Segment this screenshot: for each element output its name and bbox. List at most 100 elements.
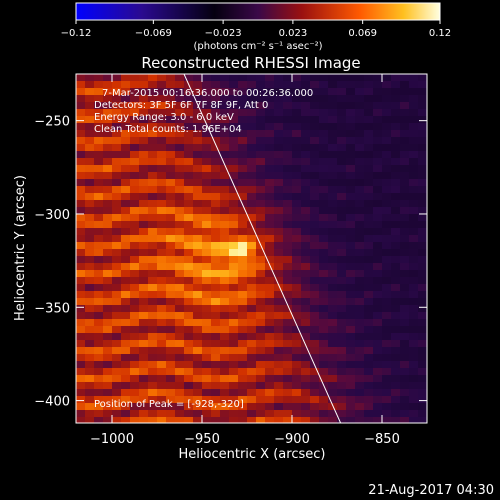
heatmap-cell (202, 172, 212, 180)
heatmap-cell (337, 151, 347, 159)
solar-limb-line (183, 74, 342, 423)
heatmap-cell (274, 326, 284, 334)
heatmap-cell (400, 74, 410, 82)
heatmap-cell (409, 277, 419, 285)
heatmap-cell (373, 361, 383, 369)
heatmap-cell (355, 361, 365, 369)
heatmap-cell (337, 88, 347, 96)
heatmap-cell (103, 137, 113, 145)
heatmap-cell (265, 165, 275, 173)
heatmap-cell (301, 144, 311, 152)
heatmap-cell (292, 396, 302, 404)
energy-range-text: Energy Range: 3.0 - 6.0 keV (94, 112, 234, 123)
heatmap-cell (274, 116, 284, 124)
heatmap-cell (391, 375, 401, 383)
heatmap-cell (382, 277, 392, 285)
heatmap-cell (301, 242, 311, 250)
heatmap-cell (418, 340, 427, 348)
heatmap-cell (202, 228, 212, 236)
heatmap-cell (175, 102, 185, 110)
heatmap-cell (220, 137, 230, 145)
heatmap-cell (238, 179, 248, 187)
heatmap-cell (265, 242, 275, 250)
heatmap-cell (157, 291, 167, 299)
heatmap-cell (175, 417, 185, 423)
heatmap-cell (229, 95, 239, 103)
heatmap-cell (175, 172, 185, 180)
heatmap-cell (139, 333, 149, 341)
heatmap-cell (184, 417, 194, 423)
heatmap-cell (211, 158, 221, 166)
heatmap-cell (112, 102, 122, 110)
heatmap-cell (319, 137, 329, 145)
heatmap-cell (256, 319, 266, 327)
heatmap-cell (274, 319, 284, 327)
heatmap-cell (211, 354, 221, 362)
heatmap-cell (112, 109, 122, 117)
heatmap-cell (355, 228, 365, 236)
heatmap-cell (184, 235, 194, 243)
heatmap-cell (112, 158, 122, 166)
heatmap-cell (247, 81, 257, 89)
heatmap-cell (211, 200, 221, 208)
heatmap-cell (256, 298, 266, 306)
heatmap-cell (94, 186, 104, 194)
heatmap-cell (211, 165, 221, 173)
heatmap-cell (418, 102, 427, 110)
heatmap-cell (94, 389, 104, 397)
heatmap-cell (373, 74, 383, 82)
heatmap-cell (229, 228, 239, 236)
heatmap-cell (337, 312, 347, 320)
heatmap-cell (265, 368, 275, 376)
heatmap-cell (292, 116, 302, 124)
heatmap-cell (103, 263, 113, 271)
heatmap-cell (382, 417, 392, 423)
heatmap-cell (328, 340, 338, 348)
heatmap-cell (400, 298, 410, 306)
heatmap-cell (220, 95, 230, 103)
heatmap-cell (85, 88, 95, 96)
heatmap-cell (157, 417, 167, 423)
heatmap-cell (139, 130, 149, 138)
heatmap-cell (346, 137, 356, 145)
heatmap-cell (265, 396, 275, 404)
heatmap-cell (364, 214, 374, 222)
heatmap-cell (103, 403, 113, 411)
heatmap-cell (328, 291, 338, 299)
heatmap-cell (346, 368, 356, 376)
heatmap-cell (292, 361, 302, 369)
heatmap-cell (373, 109, 383, 117)
heatmap-cell (274, 214, 284, 222)
heatmap-cell (112, 200, 122, 208)
heatmap-cell (94, 81, 104, 89)
heatmap-cell (103, 81, 113, 89)
heatmap-cell (382, 130, 392, 138)
heatmap-cell (256, 109, 266, 117)
heatmap-cell (157, 249, 167, 257)
heatmap-cell (166, 361, 176, 369)
heatmap-cell (85, 361, 95, 369)
heatmap-cell (229, 284, 239, 292)
heatmap-cell (292, 375, 302, 383)
heatmap-cell (121, 319, 131, 327)
heatmap-cell (418, 410, 427, 418)
heatmap-cell (256, 130, 266, 138)
heatmap-cell (94, 291, 104, 299)
heatmap-cell (256, 410, 266, 418)
heatmap-cell (193, 172, 203, 180)
heatmap-cell (391, 291, 401, 299)
heatmap-cell (139, 221, 149, 229)
heatmap-cell (418, 284, 427, 292)
heatmap-cell (346, 228, 356, 236)
heatmap-cell (94, 305, 104, 313)
heatmap-cell (319, 354, 329, 362)
heatmap-cell (202, 116, 212, 124)
heatmap-cell (418, 375, 427, 383)
heatmap-cell (391, 242, 401, 250)
heatmap-cell (85, 116, 95, 124)
heatmap-cell (265, 151, 275, 159)
heatmap-cell (175, 88, 185, 96)
heatmap-cell (364, 221, 374, 229)
heatmap-cell (310, 270, 320, 278)
heatmap-cell (283, 130, 293, 138)
